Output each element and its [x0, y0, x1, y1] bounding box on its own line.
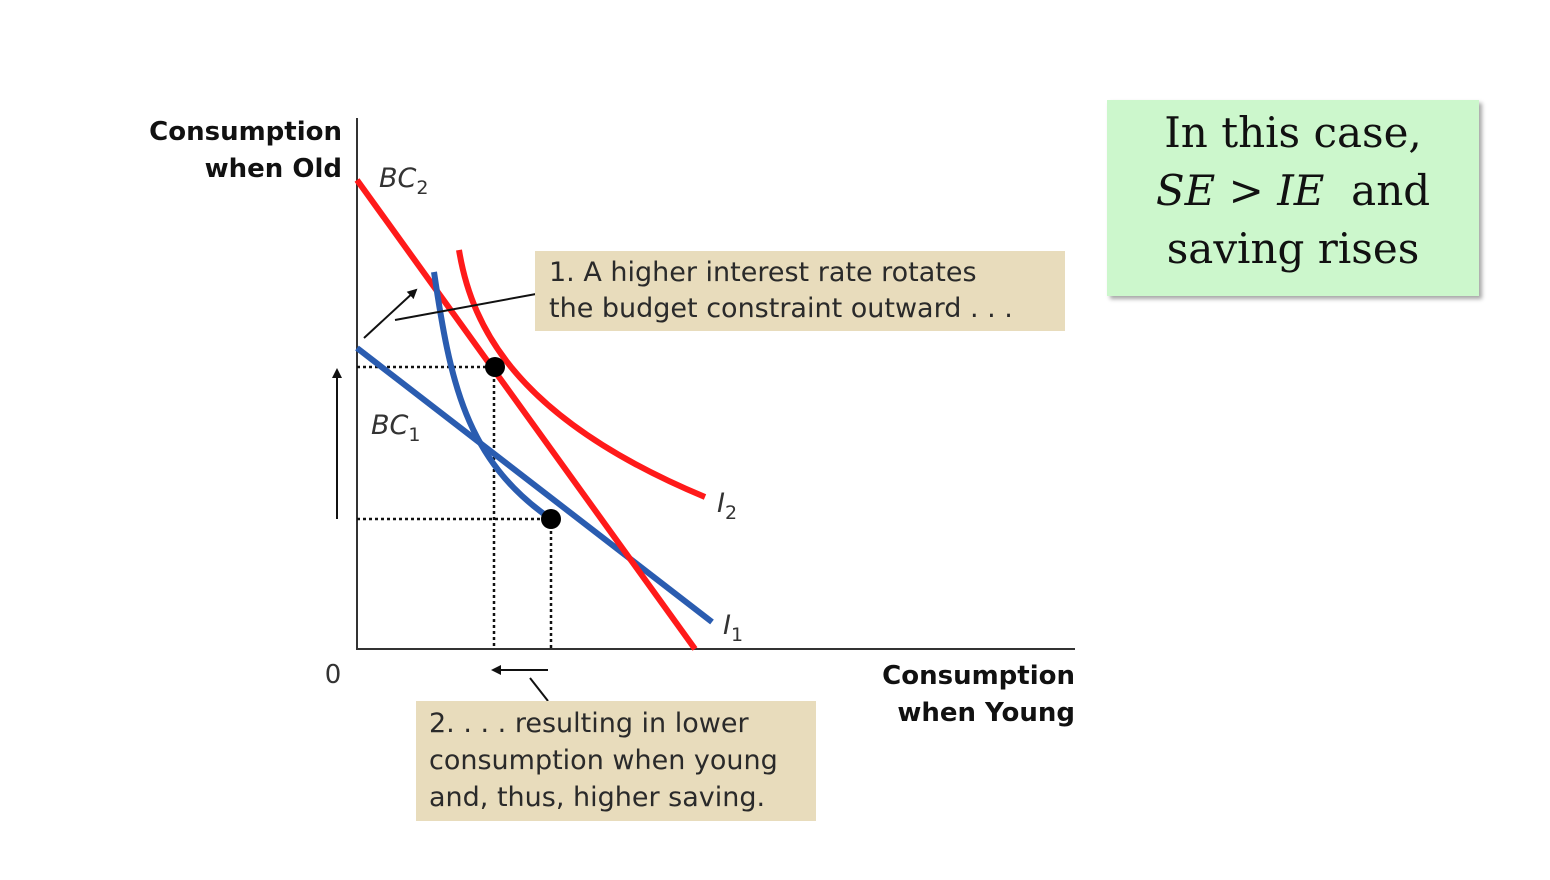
callout-line2: SE > IE and — [1107, 162, 1479, 220]
x-axis-title-line1: Consumption — [882, 661, 1075, 691]
callout-se: SE — [1155, 166, 1216, 215]
origin-label: 0 — [325, 660, 342, 690]
rotation-arrow-icon — [363, 288, 418, 339]
i2-label: I2 — [717, 488, 737, 524]
optimum-point-i1 — [541, 509, 561, 529]
bc2-line — [354, 178, 698, 651]
note1-line2: the budget constraint outward . . . — [549, 293, 1013, 324]
x-axis-title-line2: when Young — [897, 698, 1075, 728]
note2-line2: consumption when young — [429, 745, 778, 776]
i1-label: I1 — [723, 610, 743, 646]
callout-ie: IE — [1277, 166, 1325, 215]
note2-line3: and, thus, higher saving. — [429, 782, 765, 813]
callout-line1: In this case, — [1164, 108, 1422, 157]
note2-box — [416, 701, 816, 821]
bc1-line — [355, 345, 714, 625]
optimum-point-i2 — [485, 357, 505, 377]
callout-and: and — [1351, 166, 1431, 215]
note2-line1: 2. . . . resulting in lower — [429, 708, 749, 739]
note1-leader — [394, 293, 537, 321]
callout-gt: > — [1228, 166, 1264, 215]
conclusion-callout: In this case, SE > IE and saving rises — [1107, 100, 1479, 296]
y-axis-title-line1: Consumption — [149, 117, 342, 147]
note1-line1: 1. A higher interest rate rotates — [549, 257, 977, 288]
y-axis-title-line2: when Old — [205, 154, 342, 184]
callout-line3: saving rises — [1166, 224, 1420, 273]
i2-curve — [456, 249, 707, 500]
bc1-label: BC1 — [371, 410, 420, 446]
note1-box — [535, 251, 1065, 331]
note2-leader — [529, 677, 549, 702]
bc2-label: BC2 — [379, 163, 428, 199]
